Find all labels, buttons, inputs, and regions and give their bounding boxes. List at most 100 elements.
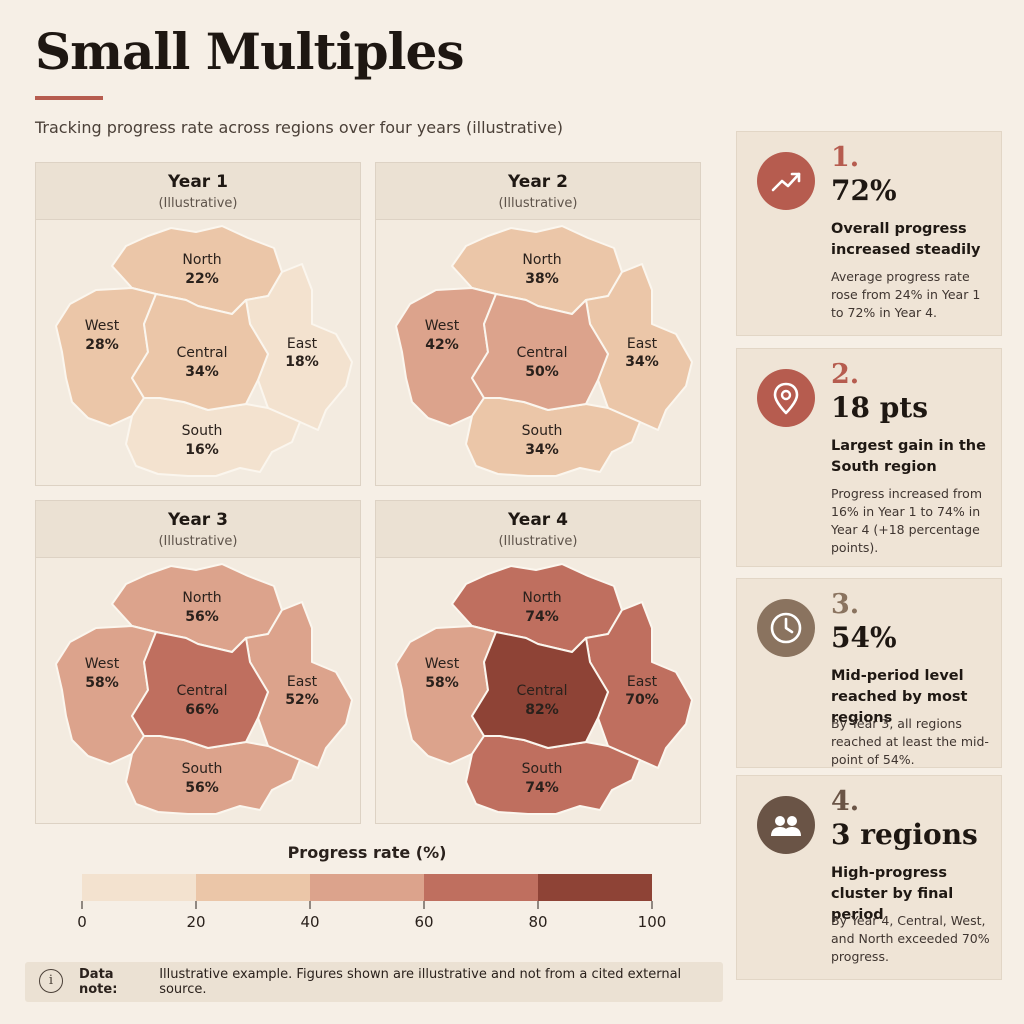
card-headline: High-progress cluster by final period [831,865,954,923]
panel-subtitle: (Illustrative) [158,196,238,211]
region-south-name: South [522,423,563,439]
card-figure: 18 pts [831,391,928,424]
card-body: Average progress rate rose from 24% in Y… [831,269,981,320]
region-central [131,631,269,749]
data-note-label: Data note: [79,967,118,997]
legend-tick-label: 40 [300,913,319,931]
region-south-name: South [182,761,223,777]
legend-tick-label: 0 [77,913,87,931]
users-icon [757,796,815,854]
card-body: By Year 4, Central, West, and North exce… [831,913,990,964]
panel-header: Year 2 (Illustrative) [376,163,700,220]
card-headline: Overall progress increased steadily [831,221,981,258]
region-north-name: North [522,590,561,606]
region-east-value: 70% [625,692,659,708]
region-south-name: South [522,761,563,777]
insight-card-4: 4. 3 regions High-progress cluster by fi… [736,775,1002,980]
region-central-value: 50% [525,364,559,380]
map-panel-year-3: Year 3 (Illustrative) North 56% West 58% Eas… [35,500,361,824]
card-number: 1. [831,142,860,173]
region-west-value: 58% [85,675,119,691]
region-central-value: 34% [185,364,219,380]
region-south-value: 16% [185,442,219,458]
legend-tick-label: 20 [186,913,205,931]
map-pin-icon [757,369,815,427]
legend-swatch-0 [82,874,196,901]
region-north-value: 38% [525,271,559,287]
region-south-name: South [182,423,223,439]
card-number: 3. [831,589,860,620]
region-east-name: East [287,674,318,690]
region-north-name: North [182,252,221,268]
legend-swatch-2 [310,874,424,901]
region-central [471,631,609,749]
data-note-text: Illustrative example. Figures shown are … [159,967,682,997]
region-north-name: North [522,252,561,268]
panel-subtitle: (Illustrative) [498,196,578,211]
panel-header: Year 4 (Illustrative) [376,501,700,558]
card-number: 2. [831,359,860,390]
region-central-name: Central [177,683,228,699]
panel-header: Year 3 (Illustrative) [36,501,360,558]
data-note: i Data note: Illustrative example. Figur… [25,962,723,1002]
card-figure: 3 regions [831,818,978,851]
region-central-name: Central [517,345,568,361]
region-west-value: 42% [425,337,459,353]
region-map: North 22% West 28% East 18% South 16% Central 34% [55,225,353,477]
region-east-value: 34% [625,354,659,370]
region-south-value: 74% [525,780,559,796]
region-south-value: 34% [525,442,559,458]
card-headline: Largest gain in the South region [831,438,986,475]
page-title: Small Multiples [35,22,465,81]
page-subtitle: Tracking progress rate across regions ov… [35,118,563,137]
card-body: By Year 3, all regions reached at least … [831,716,989,767]
panel-title: Year 3 [168,510,228,530]
region-west-name: West [425,318,460,334]
info-icon: i [39,969,63,993]
legend-swatch-4 [538,874,652,901]
map-panel-year-2: Year 2 (Illustrative) North 38% West 42% Eas… [375,162,701,486]
panel-subtitle: (Illustrative) [498,534,578,549]
insight-card-2: 2. 18 pts Largest gain in the South regi… [736,348,1002,567]
region-central-value: 66% [185,702,219,718]
region-west-name: West [85,318,120,334]
panel-title: Year 1 [168,172,228,192]
legend-swatch-1 [196,874,310,901]
region-east-value: 18% [285,354,319,370]
region-central [471,293,609,411]
trend-up-icon [757,152,815,210]
insight-card-1: 1. 72% Overall progress increased steadi… [736,131,1002,336]
region-central-name: Central [177,345,228,361]
region-central-value: 82% [525,702,559,718]
panel-subtitle: (Illustrative) [158,534,238,549]
panel-title: Year 2 [508,172,568,192]
map-panel-year-1: Year 1 (Illustrative) North 22% West 28% Eas… [35,162,361,486]
region-map: North 74% West 58% East 70% South 74% Central 82% [395,563,693,815]
region-north-name: North [182,590,221,606]
card-figure: 54% [831,621,897,654]
region-east-name: East [287,336,318,352]
card-headline: Mid-period level reached by most regions [831,668,968,726]
region-north-value: 22% [185,271,219,287]
region-east-name: East [627,336,658,352]
region-map: North 38% West 42% East 34% South 34% Central 50% [395,225,693,477]
panel-header: Year 1 (Illustrative) [36,163,360,220]
region-east-value: 52% [285,692,319,708]
insight-card-3: 3. 54% Mid-period level reached by most … [736,578,1002,768]
card-figure: 72% [831,174,897,207]
region-south-value: 56% [185,780,219,796]
region-west-value: 28% [85,337,119,353]
region-west-name: West [85,656,120,672]
region-west-value: 58% [425,675,459,691]
panel-title: Year 4 [508,510,568,530]
region-map: North 56% West 58% East 52% South 56% Central 66% [55,563,353,815]
region-north-value: 74% [525,609,559,625]
region-north-value: 56% [185,609,219,625]
region-west-name: West [425,656,460,672]
legend-swatch-3 [424,874,538,901]
color-legend: 0 20 40 60 80 100 [77,874,666,931]
map-panel-year-4: Year 4 (Illustrative) North 74% West 58% Eas… [375,500,701,824]
card-number: 4. [831,786,860,817]
title-underline [35,96,103,100]
card-body: Progress increased from 16% in Year 1 to… [831,486,983,555]
